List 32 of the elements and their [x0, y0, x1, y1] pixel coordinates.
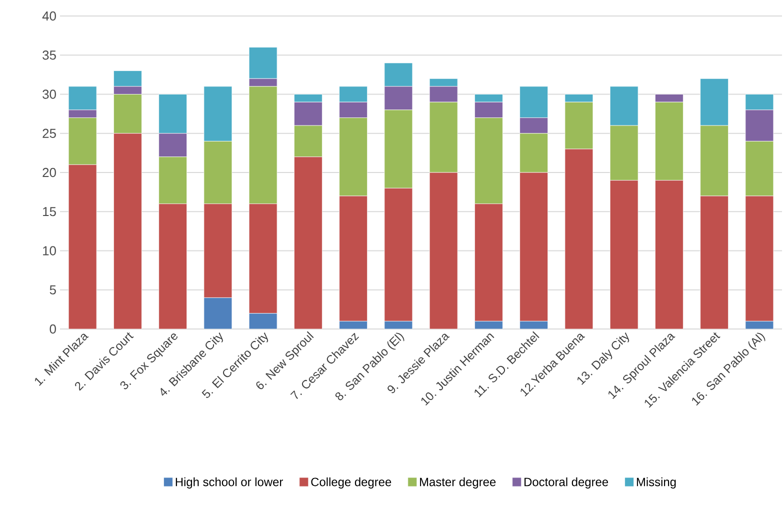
bar: [384, 188, 413, 322]
bar: [339, 196, 368, 322]
y-tick-label: 0: [50, 324, 56, 334]
y-tick-label: 15: [43, 207, 56, 216]
legend-label: Master degree: [420, 477, 496, 489]
bar: [610, 180, 638, 329]
y-tick-label: 5: [50, 285, 56, 294]
bar: [520, 172, 548, 322]
bar: [655, 180, 684, 329]
bar: [114, 133, 142, 329]
bar: [248, 204, 278, 314]
bar: [158, 204, 187, 329]
bar: [68, 164, 97, 329]
y-tick-label: 25: [42, 128, 56, 138]
legend-label: Doctoral degree: [524, 477, 608, 489]
y-tick-label: 20: [42, 168, 56, 178]
y-tick-label: 30: [42, 90, 56, 99]
bar: [745, 196, 774, 322]
bar: [700, 196, 728, 329]
bar: [564, 149, 593, 329]
y-tick-label: 35: [42, 50, 56, 60]
bar: [204, 298, 232, 329]
bar: [474, 204, 503, 322]
legend-label: Missing: [636, 477, 676, 489]
bar: [249, 313, 278, 329]
bar: [204, 204, 232, 298]
legend-label: College degree: [311, 477, 392, 489]
bar: [430, 172, 458, 329]
y-tick-label: 40: [42, 11, 56, 21]
bar: [294, 156, 322, 329]
y-tick-label: 10: [43, 246, 56, 256]
legend-label: High school or lower: [176, 477, 283, 489]
